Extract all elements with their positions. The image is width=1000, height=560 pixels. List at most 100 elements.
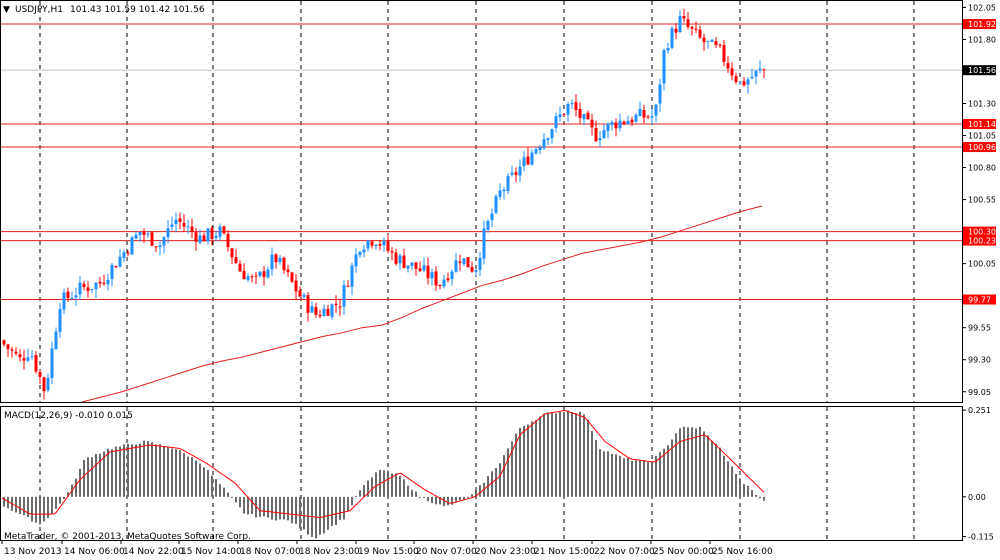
candlesticks bbox=[2, 8, 766, 400]
candle-body bbox=[510, 172, 514, 175]
macd-histogram-bar bbox=[475, 489, 477, 497]
candle-body bbox=[558, 114, 562, 118]
candle-body bbox=[674, 28, 678, 33]
candle-body bbox=[102, 282, 106, 284]
macd-histogram-bar bbox=[435, 496, 437, 505]
macd-histogram-bar bbox=[59, 496, 61, 504]
candle-body bbox=[634, 114, 638, 122]
macd-histogram-bar bbox=[79, 468, 81, 497]
candle-body bbox=[442, 279, 446, 287]
candle-body bbox=[122, 252, 126, 258]
macd-histogram-bar bbox=[699, 426, 701, 497]
y-tick-label: 99.55 bbox=[968, 324, 991, 333]
macd-histogram-bar bbox=[279, 496, 281, 520]
macd-histogram-bar bbox=[395, 473, 397, 497]
macd-histogram-bar bbox=[303, 496, 305, 530]
macd-histogram-bar bbox=[27, 496, 29, 517]
macd-histogram-bar bbox=[751, 490, 753, 497]
candle-body bbox=[554, 116, 558, 129]
macd-histogram-bar bbox=[215, 479, 217, 497]
candle-body bbox=[582, 114, 586, 120]
candle-body bbox=[282, 257, 286, 271]
candle-body bbox=[406, 265, 410, 269]
macd-y-tick-label: 0.00 bbox=[968, 493, 986, 502]
macd-histogram-bar bbox=[91, 457, 93, 497]
candle-body bbox=[170, 224, 174, 228]
macd-histogram-bar bbox=[263, 496, 265, 517]
candle-body bbox=[514, 172, 518, 176]
candle-body bbox=[646, 116, 650, 118]
candle-body bbox=[258, 271, 262, 276]
macd-histogram-bar bbox=[411, 489, 413, 497]
macd-histogram-bar bbox=[535, 420, 537, 497]
candle-body bbox=[746, 79, 750, 85]
candle-body bbox=[626, 120, 630, 125]
candle-body bbox=[154, 246, 158, 248]
macd-histogram-bar bbox=[155, 444, 157, 497]
price-level-tag bbox=[963, 19, 996, 30]
candle-body bbox=[58, 309, 62, 332]
candle-body bbox=[446, 278, 450, 281]
macd-histogram-bar bbox=[715, 443, 717, 497]
macd-histogram-bar bbox=[15, 496, 17, 513]
macd-histogram-bar bbox=[235, 496, 237, 503]
macd-histogram-bar bbox=[67, 492, 69, 497]
macd-histogram-bar bbox=[479, 485, 481, 497]
macd-histogram-bar bbox=[599, 449, 601, 497]
macd-histogram-bar bbox=[579, 411, 581, 497]
candle-body bbox=[198, 235, 202, 243]
candle-body bbox=[42, 377, 46, 392]
macd-histogram-bar bbox=[143, 440, 145, 497]
macd-histogram-bar bbox=[407, 485, 409, 497]
candle-body bbox=[486, 220, 490, 230]
macd-histogram-bar bbox=[387, 470, 389, 497]
macd-plot-border bbox=[0, 406, 963, 541]
candle-body bbox=[74, 295, 78, 298]
candle-body bbox=[98, 281, 102, 284]
macd-histogram-bar bbox=[555, 413, 557, 497]
macd-histogram-bar bbox=[551, 412, 553, 497]
candle-body bbox=[234, 257, 238, 264]
macd-histogram-bar bbox=[47, 496, 49, 519]
macd-histogram-bar bbox=[283, 496, 285, 520]
candle-body bbox=[458, 261, 462, 263]
candle-body bbox=[750, 76, 754, 79]
candle-body bbox=[434, 271, 438, 286]
menu-arrow-icon[interactable]: ▼ bbox=[3, 5, 10, 15]
candle-body bbox=[338, 306, 342, 308]
candle-body bbox=[402, 255, 406, 268]
macd-histogram-bar bbox=[127, 443, 129, 497]
macd-histogram-bar bbox=[111, 449, 113, 497]
macd-histogram-bar bbox=[251, 496, 253, 514]
macd-histogram-bar bbox=[743, 484, 745, 497]
price-level-tag bbox=[963, 294, 996, 305]
macd-histogram-bar bbox=[95, 453, 97, 497]
macd-histogram-bar bbox=[267, 496, 269, 518]
price-level-tag-label: 100.23 bbox=[968, 237, 996, 246]
candle-body bbox=[534, 149, 538, 154]
candle-body bbox=[590, 119, 594, 128]
y-tick-label: 100.80 bbox=[968, 164, 996, 173]
macd-histogram-bar bbox=[711, 441, 713, 497]
candle-body bbox=[586, 112, 590, 120]
candle-body bbox=[70, 298, 74, 300]
macd-y-tick-label: -0.115 bbox=[968, 533, 994, 542]
macd-histogram-bar bbox=[23, 496, 25, 516]
candle-body bbox=[26, 357, 30, 361]
price-level-tag bbox=[963, 118, 996, 129]
candle-body bbox=[566, 103, 570, 115]
macd-histogram-bar bbox=[327, 496, 329, 530]
candle-body bbox=[710, 39, 714, 42]
candle-body bbox=[686, 19, 690, 27]
candle-body bbox=[174, 219, 178, 225]
macd-histogram-bar bbox=[595, 439, 597, 497]
macd-histogram-bar bbox=[355, 495, 357, 497]
macd-histogram-bar bbox=[647, 462, 649, 497]
macd-histogram-bar bbox=[427, 496, 429, 502]
candle-body bbox=[390, 251, 394, 253]
candle-body bbox=[210, 227, 214, 240]
candle-body bbox=[366, 240, 370, 249]
chart-header[interactable]: ▼ USDJPY,H1 101.43 101.59 101.42 101.56 bbox=[3, 5, 205, 15]
